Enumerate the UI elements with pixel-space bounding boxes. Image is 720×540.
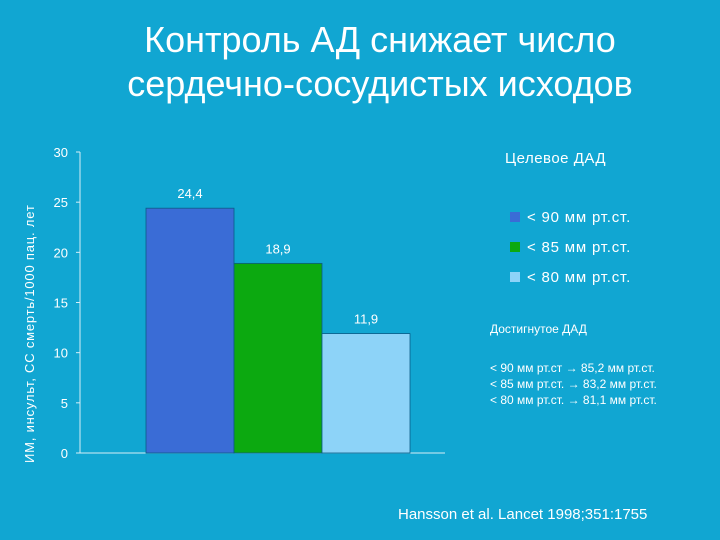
legend-item-85: < 85 мм рт.ст. bbox=[510, 232, 631, 262]
slide-title: Контроль АД снижает число сердечно-сосуд… bbox=[60, 18, 700, 106]
y-tick-label: 0 bbox=[61, 446, 68, 461]
legend-title: Целевое ДАД bbox=[505, 150, 607, 167]
legend-label-90: < 90 мм рт.ст. bbox=[527, 208, 632, 226]
citation: Hansson et al. Lancet 1998;351:1755 bbox=[398, 506, 648, 523]
y-tick-label: 30 bbox=[54, 145, 68, 160]
y-tick-label: 5 bbox=[61, 396, 68, 411]
legend-item-90: < 90 мм рт.ст. bbox=[510, 202, 631, 232]
bar-3 bbox=[321, 333, 411, 454]
achieved-dbp-item: < 85 мм рт.ст. → 83,2 мм рт.ст. bbox=[490, 377, 657, 391]
y-tick-label: 15 bbox=[54, 296, 68, 311]
bar-value-label-2: 18,9 bbox=[265, 241, 290, 256]
bar-value-label-3: 11,9 bbox=[354, 312, 378, 327]
y-tick-label: 10 bbox=[54, 346, 68, 361]
slide-title-line-2: сердечно-сосудистых исходов bbox=[127, 63, 633, 104]
achieved-dbp-list: < 90 мм рт.ст → 85,2 мм рт.ст. < 85 мм р… bbox=[490, 360, 657, 408]
legend-swatch-85 bbox=[510, 242, 520, 252]
achieved-dbp-title: Достигнутое ДАД bbox=[490, 322, 587, 336]
y-tick-label: 25 bbox=[54, 195, 68, 210]
legend-label-85: < 85 мм рт.ст. bbox=[527, 238, 632, 256]
bar-1 bbox=[145, 207, 235, 454]
legend-item-80: < 80 мм рт.ст. bbox=[510, 262, 631, 292]
bar-2 bbox=[233, 262, 323, 454]
achieved-dbp-item: < 80 мм рт.ст. → 81,1 мм рт.ст. bbox=[490, 393, 657, 407]
y-tick-label: 20 bbox=[54, 245, 68, 260]
slide-title-line-1: Контроль АД снижает число bbox=[144, 19, 616, 60]
legend-swatch-90 bbox=[510, 212, 520, 222]
legend-label-80: < 80 мм рт.ст. bbox=[527, 268, 632, 286]
bar-chart: 0 5 10 15 20 25 30 24,4 18,9 11,9 bbox=[54, 145, 445, 461]
achieved-dbp-item: < 90 мм рт.ст → 85,2 мм рт.ст. bbox=[490, 361, 655, 375]
legend: < 90 мм рт.ст. < 85 мм рт.ст. < 80 мм рт… bbox=[510, 202, 631, 292]
legend-swatch-80 bbox=[510, 272, 520, 282]
bar-value-label-1: 24,4 bbox=[177, 186, 202, 201]
